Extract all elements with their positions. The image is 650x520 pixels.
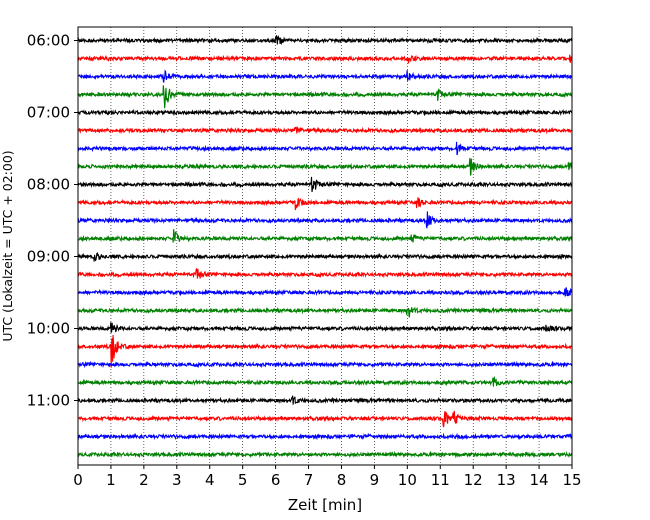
trace-line	[77, 375, 573, 387]
plot-frame	[77, 26, 573, 466]
trace-line	[77, 157, 573, 176]
x-tick-label: 12	[464, 471, 483, 489]
trace-line	[77, 306, 573, 319]
trace-line	[77, 360, 573, 369]
trace-line	[77, 229, 573, 243]
y-axis: 06:00 07:00 08:00 09:00 10:00 11:00	[27, 32, 78, 410]
trace-line	[77, 54, 573, 64]
trace-line	[77, 395, 573, 405]
x-tick-label: 7	[304, 471, 314, 489]
x-tick-label: 4	[205, 471, 215, 489]
x-tick-label: 13	[497, 471, 516, 489]
y-tick-label: 09:00	[27, 248, 70, 266]
x-tick-label: 6	[271, 471, 281, 489]
x-tick-label: 1	[106, 471, 116, 489]
x-axis-title: Zeit [min]	[288, 496, 362, 514]
x-tick-label: 15	[562, 471, 581, 489]
y-axis-title: UTC (Lokalzeit = UTC + 02:00)	[0, 150, 15, 341]
x-tick-label: 8	[337, 471, 347, 489]
trace-line	[77, 410, 573, 428]
x-tick-label: 0	[73, 471, 83, 489]
trace-line	[77, 432, 573, 441]
trace-line	[77, 35, 573, 46]
trace-line	[77, 176, 573, 192]
trace-line	[77, 450, 573, 459]
y-tick-label: 11:00	[27, 392, 70, 410]
trace-line	[77, 85, 573, 109]
y-tick-label: 07:00	[27, 104, 70, 122]
trace-line	[77, 125, 573, 135]
plot-background	[78, 27, 572, 465]
trace-line	[77, 141, 573, 156]
y-tick-label: 10:00	[27, 320, 70, 338]
trace-line	[77, 211, 573, 229]
trace-line	[77, 267, 573, 279]
x-tick-label: 3	[172, 471, 182, 489]
trace-line	[77, 69, 573, 83]
y-tick-label: 06:00	[27, 32, 70, 50]
x-tick-label: 9	[370, 471, 380, 489]
grid	[110, 27, 540, 465]
trace-line	[77, 251, 573, 262]
trace-line	[77, 287, 573, 297]
trace-line	[77, 108, 573, 117]
y-tick-label: 08:00	[27, 176, 70, 194]
trace-line	[77, 322, 573, 334]
trace-line	[77, 197, 573, 211]
trace-line	[77, 334, 573, 368]
x-tick-label: 5	[238, 471, 248, 489]
x-tick-label: 14	[530, 471, 549, 489]
x-axis: 0 1 2 3 4 5 6 7 8 9 10 11 12 13 14 15	[73, 465, 582, 489]
trace-group	[77, 35, 573, 459]
x-tick-label: 2	[139, 471, 149, 489]
x-tick-label: 10	[398, 471, 417, 489]
x-tick-label: 11	[431, 471, 450, 489]
